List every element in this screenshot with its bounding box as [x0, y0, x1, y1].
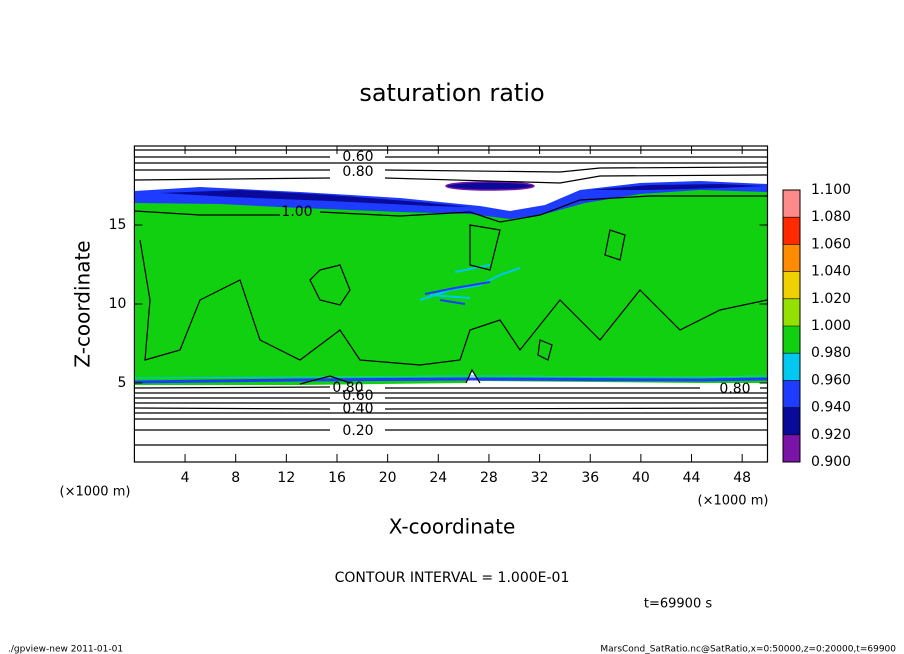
x-tick-label: 40 — [632, 470, 650, 486]
contour-label: 0.20 — [342, 423, 373, 439]
colorbar-label: 1.060 — [811, 236, 851, 252]
field-shade — [134, 375, 768, 379]
contour-label: 0.60 — [342, 388, 373, 404]
field-shade — [134, 377, 768, 384]
contour-line — [134, 195, 767, 223]
colorbar-label: 0.920 — [811, 427, 851, 443]
colorbar-band — [783, 353, 800, 381]
chart-title: saturation ratio — [359, 79, 544, 107]
contour-line — [139, 239, 768, 366]
colorbar-band — [783, 380, 800, 408]
colorbar-label: 0.960 — [811, 372, 851, 388]
y-unit: (×1000 m) — [60, 485, 131, 500]
field-shade — [424, 281, 491, 305]
contour-label: 1.00 — [281, 204, 312, 220]
footer-right: MarsCond_SatRatio.nc@SatRatio,x=0:50000,… — [600, 645, 896, 654]
colorbar-band — [783, 217, 800, 245]
contour-line — [134, 174, 768, 184]
x-tick-label: 20 — [379, 470, 397, 486]
time-label: t=69900 s — [644, 597, 712, 612]
colorbar-band — [783, 271, 800, 299]
colorbar-label: 0.940 — [811, 400, 851, 416]
colorbar-label: 1.080 — [811, 209, 851, 225]
colorbar-label: 1.100 — [811, 182, 851, 198]
x-tick-label: 24 — [429, 470, 447, 486]
colorbar-band — [783, 434, 800, 462]
field-shade — [445, 181, 535, 191]
contour-line — [135, 166, 768, 173]
x-tick-label: 12 — [277, 470, 295, 486]
footer-left: ./gpview-new 2011-01-01 — [8, 645, 123, 654]
x-tick-label: 36 — [581, 470, 599, 486]
contour-interval: CONTOUR INTERVAL = 1.000E-01 — [335, 570, 570, 586]
colorbar-band — [783, 190, 800, 218]
x-tick-label: 4 — [181, 470, 190, 486]
colorbar-label: 1.040 — [811, 264, 851, 280]
x-tick-label: 8 — [231, 470, 240, 486]
contour-label: 0.60 — [342, 149, 373, 165]
field-shade — [135, 181, 767, 219]
field — [134, 149, 768, 446]
contour-line — [604, 229, 626, 261]
contour-line — [134, 386, 767, 389]
contour-label: 0.40 — [342, 401, 373, 417]
contour-line — [134, 407, 768, 410]
colorbar-label: 0.980 — [811, 345, 851, 361]
contour-label: 0.80 — [719, 381, 750, 397]
y-tick-label: 5 — [117, 375, 126, 391]
contour-label: 0.80 — [342, 164, 373, 180]
contour-line — [309, 264, 351, 306]
field-shade — [419, 264, 521, 301]
colorbar-band — [783, 298, 800, 326]
contour-label: 0.80 — [332, 380, 363, 396]
colorbar-band — [783, 326, 800, 354]
colorbar-label: 1.020 — [811, 291, 851, 307]
x-tick-label: 48 — [733, 470, 751, 486]
x-axis-label: X-coordinate — [389, 515, 516, 539]
x-tick-label: 32 — [531, 470, 549, 486]
contour-line — [469, 224, 501, 271]
contour-line — [537, 339, 553, 361]
y-tick-label: 15 — [109, 217, 127, 233]
field-shade — [160, 184, 765, 207]
colorbar-label: 0.900 — [811, 454, 851, 470]
y-tick-label: 10 — [109, 296, 127, 312]
x-unit: (×1000 m) — [698, 494, 769, 509]
colorbar-label: 1.000 — [811, 318, 851, 334]
contour-bump — [299, 368, 481, 385]
y-axis-label: Z-coordinate — [71, 240, 95, 367]
x-tick-label: 28 — [480, 470, 498, 486]
colorbar-band — [783, 244, 800, 272]
colorbar-band — [783, 407, 800, 435]
x-tick-label: 16 — [328, 470, 346, 486]
x-tick-label: 44 — [683, 470, 701, 486]
